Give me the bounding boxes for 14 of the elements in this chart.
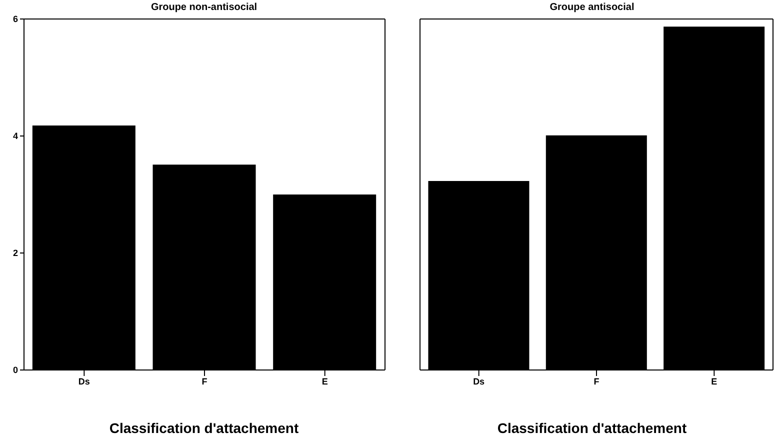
y-tick-label: 2: [12, 248, 18, 258]
x-tick-label: F: [594, 376, 600, 386]
x-tick-label: Ds: [473, 376, 485, 386]
x-axis-title: Classification d'attachement: [108, 420, 300, 436]
x-tick-label: E: [322, 376, 328, 386]
x-tick-label: F: [202, 376, 208, 386]
chart-title: Groupe antisocial: [548, 2, 636, 13]
x-tick-label: E: [711, 376, 718, 386]
x-tick-label: Ds: [78, 376, 90, 386]
chart-title: Groupe non-antisocial: [150, 2, 258, 13]
y-tick-label: 6: [12, 14, 18, 24]
x-axis-title: Classification d'attachement: [496, 420, 688, 436]
y-tick-label: 4: [12, 131, 18, 142]
y-tick-label: 0: [12, 365, 18, 376]
